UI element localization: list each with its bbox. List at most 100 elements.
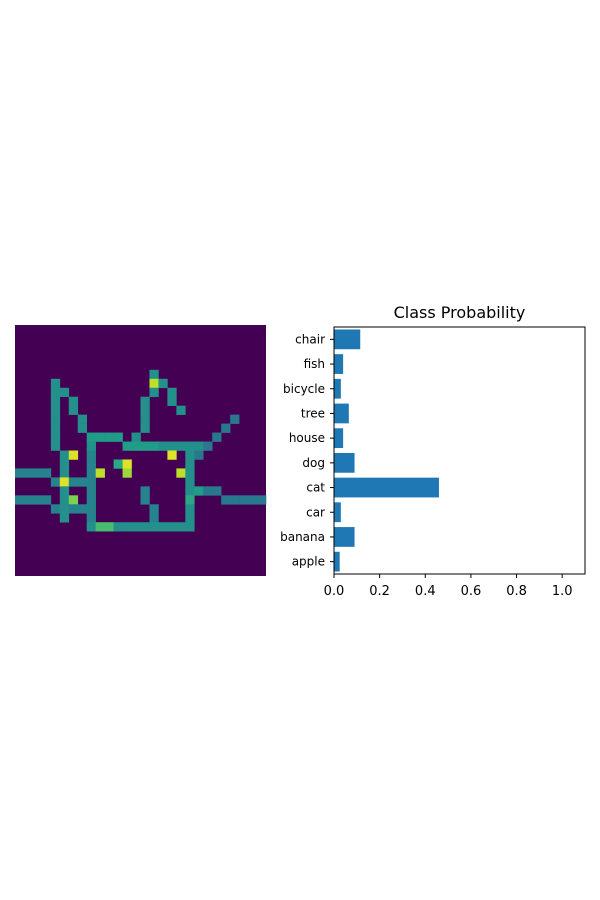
y-tick-label-car: car <box>306 505 325 519</box>
x-tick-label: 0.4 <box>415 584 436 599</box>
image-pixel <box>50 414 61 424</box>
image-pixel <box>194 450 204 460</box>
image-pixel <box>86 513 96 523</box>
image-pixel <box>185 459 195 469</box>
image-pixel <box>185 513 195 523</box>
image-pixel <box>176 405 186 415</box>
class-probability-chart: Class Probability apple banana car cat dog ho… <box>280 303 586 599</box>
y-tick-label-banana: banana <box>280 530 325 544</box>
image-pixel <box>59 477 70 487</box>
y-tick-label-house: house <box>289 431 325 445</box>
image-pixel <box>41 495 52 505</box>
image-pixel <box>176 522 186 532</box>
image-pixel <box>68 477 79 487</box>
image-pixel <box>149 513 159 523</box>
image-pixel <box>185 450 195 460</box>
image-pixel <box>59 387 70 398</box>
image-pixel <box>23 468 34 478</box>
image-pixel <box>68 396 79 406</box>
image-pixel <box>122 522 132 532</box>
image-pixel <box>77 477 88 487</box>
image-pixel <box>86 441 96 451</box>
image-pixel <box>185 486 195 496</box>
y-tick-label-chair: chair <box>295 332 325 346</box>
image-pixel <box>50 504 61 514</box>
image-pixel <box>149 522 159 532</box>
image-pixel <box>50 378 61 389</box>
image-pixel <box>41 468 52 478</box>
y-tick-label-bicycle: bicycle <box>283 382 325 396</box>
image-pixel <box>59 495 70 505</box>
image-pixel <box>131 522 141 532</box>
image-pixel <box>86 504 96 514</box>
image-pixel <box>149 378 159 389</box>
image-pixel <box>149 387 159 398</box>
image-pixel <box>140 495 150 505</box>
image-pixel <box>176 468 186 478</box>
image-pixel <box>68 405 79 415</box>
image-pixel <box>68 450 79 460</box>
image-pixel <box>185 468 195 478</box>
image-pixel <box>140 414 150 424</box>
image-pixel <box>68 495 79 505</box>
image-pixel <box>77 414 88 424</box>
y-tick-label-dog: dog <box>302 456 325 470</box>
image-pixel <box>23 495 34 505</box>
image-pixel <box>185 522 195 532</box>
image-pixel <box>140 486 150 496</box>
image-pixel <box>167 450 177 460</box>
bar-apple <box>334 551 340 572</box>
image-pixel <box>167 522 177 532</box>
image-pixel <box>230 414 240 424</box>
image-pixel <box>50 405 61 415</box>
image-pixel <box>86 432 96 442</box>
image-pixel <box>176 441 186 451</box>
image-pixel <box>86 486 96 496</box>
image-pixel <box>50 396 61 406</box>
image-pixel <box>50 477 61 487</box>
bar-fish <box>334 354 344 374</box>
bars <box>334 329 439 572</box>
image-pixel <box>59 513 70 523</box>
image-pixel <box>131 441 141 451</box>
image-pixel <box>158 522 168 532</box>
image-pixel <box>122 441 132 451</box>
image-pixel <box>131 432 141 442</box>
image-pixel <box>59 504 70 514</box>
image-pixel <box>104 522 114 532</box>
image-pixel <box>32 468 43 478</box>
image-pixel <box>194 486 204 496</box>
image-pixel <box>113 432 123 442</box>
bar-car <box>334 502 341 523</box>
chart-title: Class Probability <box>394 303 526 322</box>
image-pixel <box>140 423 150 433</box>
y-tick-label-tree: tree <box>301 406 325 420</box>
x-tick-label: 0.6 <box>461 584 482 599</box>
x-tick-label: 0.2 <box>369 584 390 599</box>
x-tick-label: 0.0 <box>324 584 345 599</box>
bar-house <box>334 428 344 449</box>
input-image-panel <box>15 325 267 576</box>
bar-bicycle <box>334 378 341 399</box>
image-pixel <box>194 441 204 451</box>
bar-cat <box>334 477 439 498</box>
image-pixel <box>104 432 114 442</box>
image-pixel <box>59 450 70 460</box>
image-pixel <box>59 468 70 478</box>
image-pixel <box>212 432 222 442</box>
image-pixel <box>86 477 96 487</box>
x-tick-label: 0.8 <box>506 584 527 599</box>
image-pixel <box>50 441 61 451</box>
image-pixel <box>203 441 213 451</box>
image-pixel <box>239 495 249 505</box>
y-tick-label-apple: apple <box>292 555 325 569</box>
image-pixel <box>140 405 150 415</box>
plot-frame <box>333 326 586 575</box>
image-pixel <box>95 522 105 532</box>
image-pixel <box>257 495 267 505</box>
image-pixel <box>59 486 70 496</box>
image-pixel <box>158 441 168 451</box>
image-pixel <box>122 468 132 478</box>
image-pixel <box>203 486 213 496</box>
